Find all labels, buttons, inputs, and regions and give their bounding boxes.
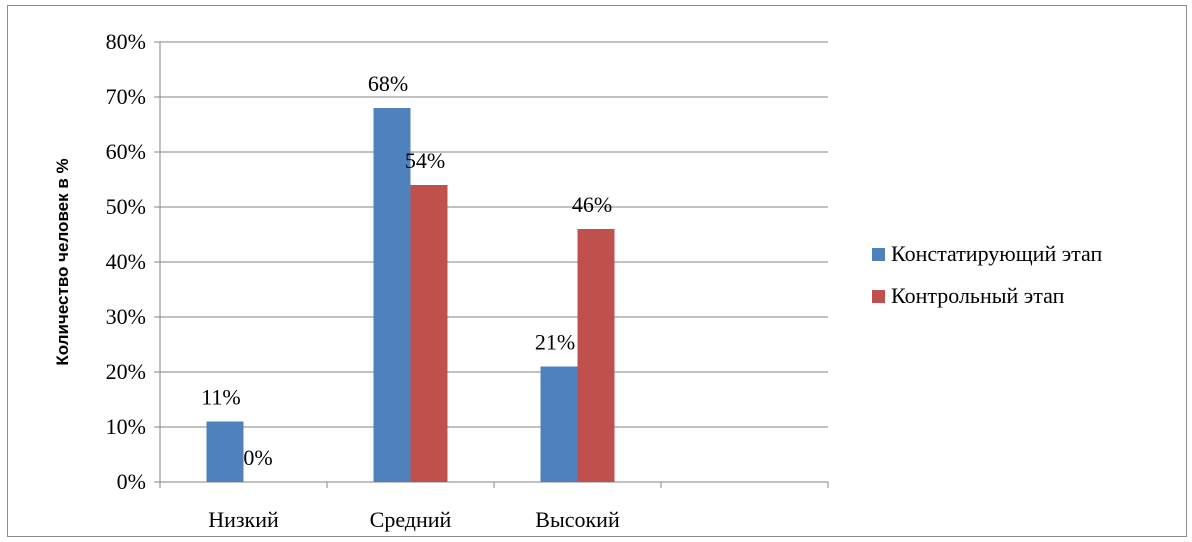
bar [410,185,448,482]
data-label: 0% [243,445,272,470]
data-label: 54% [405,148,445,173]
legend-swatch [872,289,885,303]
bar [577,229,615,482]
legend-item-series-1: Констатирующий этап [872,240,1102,268]
data-label: 68% [368,71,408,96]
data-label: 21% [535,330,575,355]
y-axis-label: Количество человек в % [53,158,72,365]
y-tick-label: 50% [106,194,146,219]
data-labels: 11% 68% 21% 0% 54% 46% [201,71,612,470]
legend-swatch [872,247,885,261]
data-label: 11% [201,385,241,410]
bar [373,108,411,482]
legend-label: Констатирующий этап [891,241,1103,266]
y-tick-label: 30% [106,304,146,329]
data-label: 46% [572,192,612,217]
bars [206,108,615,482]
bar [540,366,578,482]
legend: Констатирующий этап Контрольный этап [872,240,1102,324]
x-tick-labels: Низкий Средний Высокий [208,507,620,532]
y-tick-label: 20% [106,359,146,384]
y-tick-labels: 0% 10% 20% 30% 40% 50% 60% 70% 80% [106,29,146,494]
legend-item-series-2: Контрольный этап [872,282,1102,310]
gridlines [160,41,828,428]
y-tick-label: 60% [106,139,146,164]
y-tick-label: 80% [106,29,146,54]
y-tick-label: 70% [106,84,146,109]
x-tick-label: Средний [370,507,452,532]
x-tick-label: Низкий [208,507,279,532]
x-tick-label: Высокий [535,507,620,532]
bar [206,421,244,482]
y-tick-label: 40% [106,249,146,274]
axes [154,41,829,488]
y-tick-label: 10% [106,414,146,439]
legend-label: Контрольный этап [891,283,1065,308]
y-tick-label: 0% [117,469,146,494]
